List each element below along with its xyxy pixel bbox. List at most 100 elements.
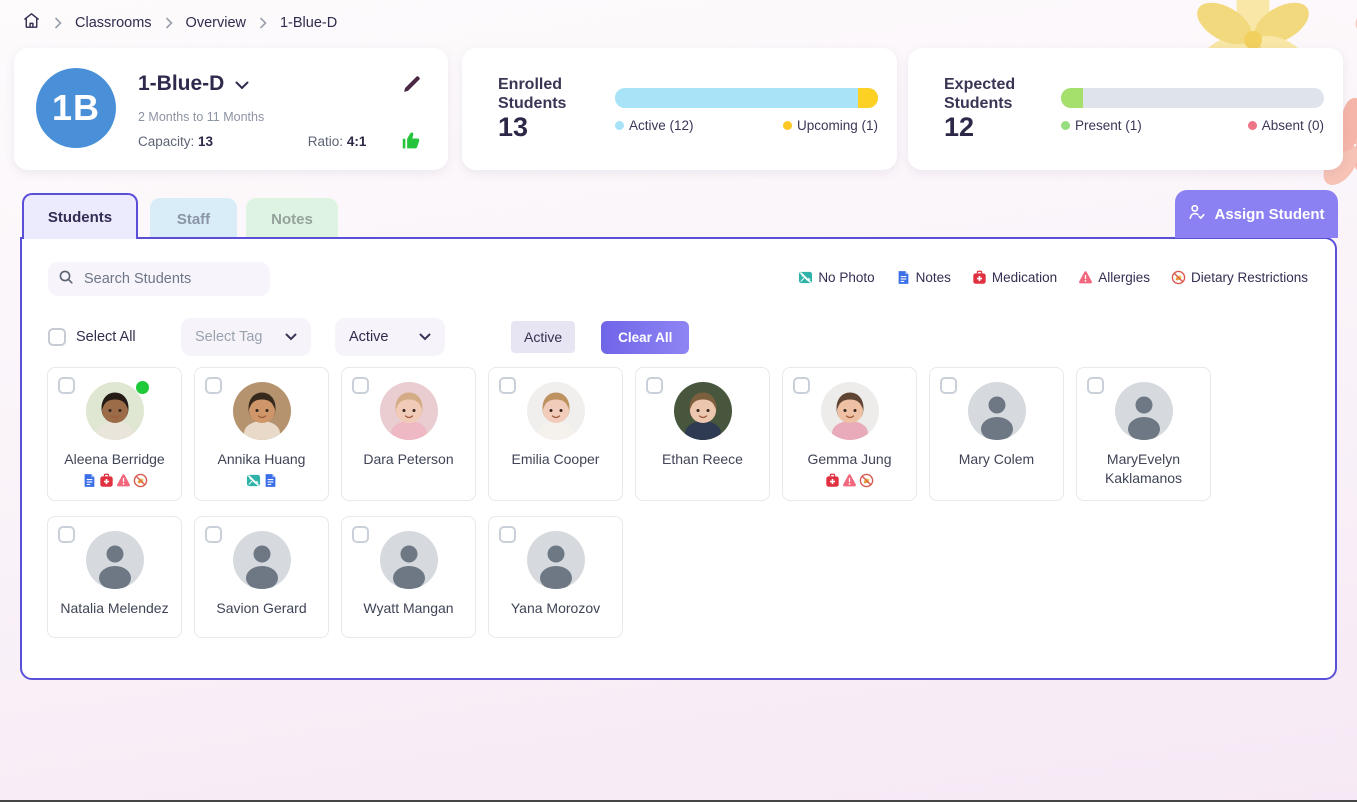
student-photo (232, 382, 291, 440)
legend-dot (782, 121, 792, 130)
student-card[interactable]: Wyatt Mangan (341, 516, 476, 639)
stat-bar (615, 88, 878, 108)
breadcrumb-classrooms[interactable]: Classrooms (75, 14, 152, 31)
student-name: Gemma Jung (807, 451, 892, 467)
student-name: Ethan Reece (662, 451, 743, 467)
person-check-icon (1188, 203, 1206, 225)
no-photo-icon (246, 473, 261, 490)
students-panel: No Photo Notes Medication Allergies Dietary … (20, 237, 1337, 680)
tab-staff[interactable]: Staff (150, 198, 237, 240)
student-avatar-placeholder (967, 382, 1026, 440)
assign-student-button[interactable]: Assign Student (1175, 190, 1338, 238)
student-name: Savion Gerard (216, 600, 307, 617)
student-checkbox[interactable] (58, 377, 75, 394)
chevron-down-icon[interactable] (235, 72, 249, 96)
search-icon (58, 269, 74, 290)
student-checkbox[interactable] (352, 377, 369, 394)
select-all-checkbox[interactable] (48, 328, 66, 346)
student-checkbox[interactable] (646, 377, 663, 394)
classroom-ratio: Ratio: 4:1 (307, 134, 367, 149)
filter-row: Select All Select Tag Active Active Clea… (48, 318, 690, 356)
student-photo (379, 382, 438, 440)
student-avatar-placeholder (379, 531, 438, 590)
student-card[interactable]: Gemma Jung (782, 367, 917, 502)
tab-students[interactable]: Students (22, 193, 138, 239)
student-photo (820, 382, 879, 440)
enrolled-students-card: Enrolled Students 13 Active (12) Upcoming… (462, 48, 897, 170)
select-tag-dropdown[interactable]: Select Tag (181, 318, 311, 356)
breadcrumb: Classrooms Overview 1-Blue-D (22, 11, 337, 34)
student-card[interactable]: Emilia Cooper (488, 367, 623, 502)
stat-legend-item: Absent (0) (1247, 118, 1324, 133)
student-card[interactable]: Ethan Reece (635, 367, 770, 502)
student-card[interactable]: Mary Colem (929, 367, 1064, 502)
home-icon[interactable] (22, 11, 41, 34)
student-card[interactable]: Yana Morozov (488, 516, 623, 639)
student-checkbox[interactable] (499, 526, 516, 544)
student-name: MaryEvelyn Kaklamanos (1104, 451, 1183, 487)
legend-no-photo: No Photo (798, 270, 875, 285)
student-checkbox[interactable] (1087, 377, 1104, 394)
student-card[interactable]: Aleena Berridge (47, 367, 182, 502)
stat-value: 13 (498, 112, 529, 142)
student-checkbox[interactable] (205, 526, 222, 544)
student-card[interactable]: Natalia Melendez (47, 516, 182, 639)
student-name: Yana Morozov (510, 600, 601, 617)
classroom-card: 1B 1-Blue-D 2 Months to 11 Months Capaci… (14, 48, 448, 170)
breadcrumb-overview[interactable]: Overview (185, 14, 246, 31)
student-checkbox[interactable] (940, 377, 957, 394)
student-checkbox[interactable] (352, 526, 369, 544)
select-all[interactable]: Select All (48, 328, 181, 346)
student-card[interactable]: Annika Huang (194, 367, 329, 502)
select-all-label: Select All (76, 329, 136, 345)
stat-title: Expected Students (944, 76, 1016, 112)
student-photo (526, 382, 585, 440)
edit-classroom-icon[interactable] (401, 74, 422, 100)
student-name: Dara Peterson (363, 451, 454, 467)
student-photo (85, 381, 149, 440)
active-filter-chip[interactable]: Active (511, 321, 576, 353)
thumbs-up-icon (401, 130, 422, 156)
student-checkbox[interactable] (205, 377, 222, 394)
petal-decoration (1355, 3, 1357, 31)
student-card[interactable]: MaryEvelyn Kaklamanos (1076, 367, 1211, 502)
no-photo-icon (798, 270, 813, 285)
student-checkbox[interactable] (58, 526, 75, 544)
student-avatar-placeholder (1114, 382, 1173, 440)
screen-bottom-edge (0, 800, 1357, 802)
legend-notes: Notes (896, 270, 951, 285)
student-name: Emilia Cooper (511, 451, 600, 467)
stat-legend-item: Active (12) (615, 118, 694, 133)
legend-medication: Medication (972, 270, 1057, 285)
student-flags (789, 473, 910, 490)
status-filter-dropdown[interactable]: Active (335, 318, 445, 356)
chevron-right-icon (259, 16, 267, 29)
notes-icon (82, 473, 97, 490)
stat-legend-item: Upcoming (1) (782, 118, 878, 133)
dietary-icon (859, 473, 874, 490)
search-input[interactable] (82, 270, 260, 288)
stat-bar-segment (857, 88, 878, 108)
medication-icon (825, 473, 840, 490)
search-students-field[interactable] (48, 262, 270, 296)
legend-allergies: Allergies (1078, 270, 1150, 285)
student-checkbox[interactable] (499, 377, 516, 394)
legend-dot (1247, 121, 1257, 130)
stat-legend-item: Present (1) (1061, 118, 1142, 133)
student-flags (201, 473, 322, 490)
clear-all-button[interactable]: Clear All (601, 320, 690, 354)
student-avatar-placeholder (526, 531, 585, 590)
student-card[interactable]: Dara Peterson (341, 367, 476, 502)
stat-value: 12 (944, 112, 975, 142)
classroom-avatar: 1B (36, 68, 116, 148)
student-card[interactable]: Savion Gerard (194, 516, 329, 639)
tab-notes[interactable]: Notes (246, 198, 338, 240)
student-checkbox[interactable] (793, 377, 810, 394)
notes-icon (896, 270, 911, 285)
medication-icon (99, 473, 114, 490)
student-flags (54, 473, 175, 490)
allergies-icon (1078, 270, 1093, 285)
legend-dietary: Dietary Restrictions (1171, 270, 1308, 285)
student-avatar-placeholder (85, 531, 144, 590)
stat-bar-segment (615, 88, 858, 108)
